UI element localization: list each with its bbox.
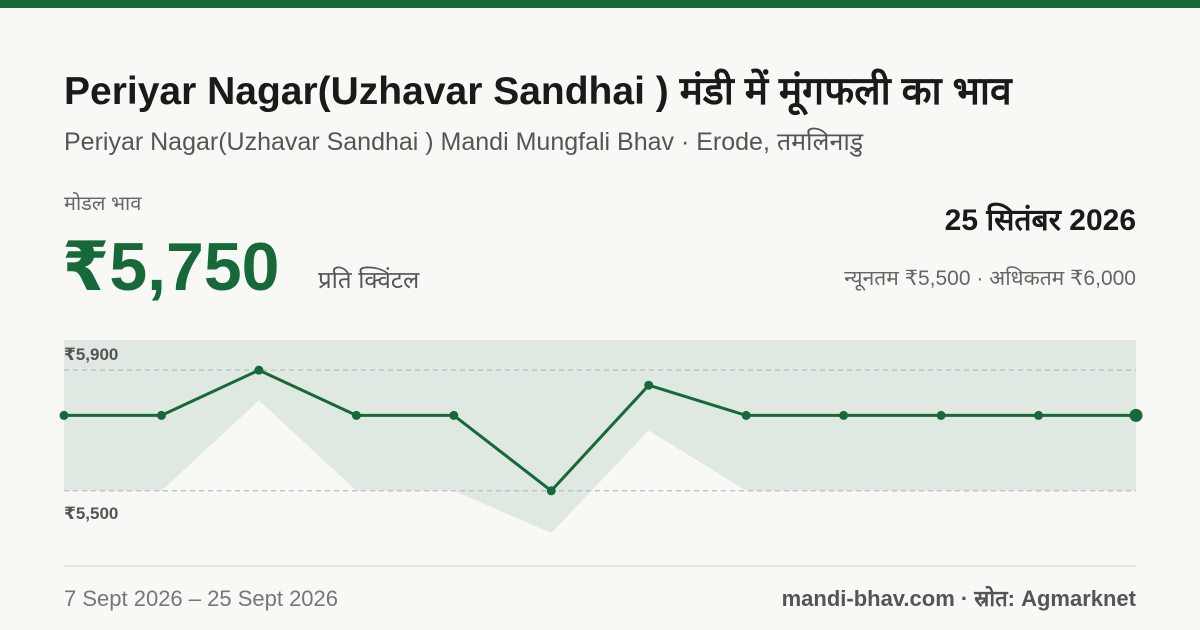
- top-stripe: [0, 0, 1200, 8]
- point: [936, 410, 946, 420]
- point: [254, 365, 264, 375]
- point: [59, 410, 69, 420]
- point: [741, 410, 751, 420]
- y-tick-label: ₹5,900: [64, 345, 118, 364]
- point: [156, 410, 166, 420]
- price: ₹5,750: [62, 229, 279, 305]
- plot: ₹5,500 ₹5,900: [59, 340, 1143, 533]
- price-label: मोडल भाव: [64, 192, 142, 215]
- source: mandi-bhav.com · स्रोत: Agmarknet: [782, 585, 1137, 611]
- y-tick-label: ₹5,500: [64, 504, 118, 523]
- point: [644, 380, 654, 390]
- point: [839, 410, 849, 420]
- point: [1129, 408, 1143, 422]
- point: [1034, 410, 1044, 420]
- point: [351, 410, 361, 420]
- unit: प्रति क्विंटल: [318, 266, 420, 294]
- point: [449, 410, 459, 420]
- period: 7 Sept 2026 – 25 Sept 2026: [64, 586, 338, 611]
- title: Periyar Nagar(Uzhavar Sandhai ) मंडी में…: [64, 68, 1013, 116]
- subtitle: Periyar Nagar(Uzhavar Sandhai ) Mandi Mu…: [64, 127, 864, 157]
- date: 25 सितंबर 2026: [945, 202, 1136, 237]
- point: [546, 486, 556, 496]
- min-max: न्यूनतम ₹5,500 · अधिकतम ₹6,000: [844, 266, 1136, 291]
- price-line: [64, 368, 1136, 493]
